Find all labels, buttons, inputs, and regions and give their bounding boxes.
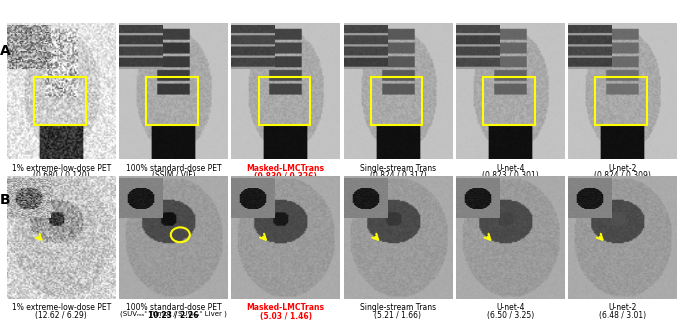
Text: A: A (0, 44, 10, 58)
Bar (595, 77, 647, 125)
Text: 100% standard-dose PET: 100% standard-dose PET (126, 304, 221, 312)
Text: (0.830 / 0.326): (0.830 / 0.326) (254, 172, 317, 181)
Text: 100% standard-dose PET: 100% standard-dose PET (126, 164, 221, 173)
Bar (34, 77, 86, 125)
Text: 1% extreme-low-dose PET: 1% extreme-low-dose PET (12, 164, 111, 173)
Text: (0.824 / 0.309): (0.824 / 0.309) (594, 171, 651, 180)
Text: U-net-4: U-net-4 (496, 164, 524, 173)
Text: Masked-LMCTrans: Masked-LMCTrans (247, 164, 325, 173)
Text: Single-stream Trans: Single-stream Trans (360, 164, 436, 173)
Text: U-net-2: U-net-2 (608, 164, 637, 173)
Text: Single-stream Trans: Single-stream Trans (360, 304, 436, 312)
Bar (483, 77, 534, 125)
Text: U-net-2: U-net-2 (608, 304, 637, 312)
Text: (12.62 / 6.29): (12.62 / 6.29) (36, 311, 87, 319)
Text: 10.23 / 2.26: 10.23 / 2.26 (148, 311, 199, 319)
Text: (6.50 / 3.25): (6.50 / 3.25) (486, 311, 534, 319)
Text: (SSIM / VIF): (SSIM / VIF) (152, 171, 195, 180)
Text: U-net-4: U-net-4 (496, 304, 524, 312)
Text: B: B (0, 192, 10, 207)
Bar (258, 77, 311, 125)
Text: (6.48 / 3.01): (6.48 / 3.01) (599, 311, 646, 319)
Text: (0.823 / 0.301): (0.823 / 0.301) (482, 171, 539, 180)
Text: (5.03 / 1.46): (5.03 / 1.46) (260, 311, 312, 320)
Bar (371, 77, 423, 125)
Text: (0.680 / 0.120): (0.680 / 0.120) (33, 171, 90, 180)
Text: (SUVₘₐˣ Tumor / SUVₘₐˣ Liver ): (SUVₘₐˣ Tumor / SUVₘₐˣ Liver ) (120, 310, 227, 317)
Text: (5.21 / 1.66): (5.21 / 1.66) (374, 311, 421, 319)
Text: (0.824 / 0.317): (0.824 / 0.317) (370, 171, 427, 180)
Text: Masked-LMCTrans: Masked-LMCTrans (247, 304, 325, 312)
Text: 1% extreme-low-dose PET: 1% extreme-low-dose PET (12, 304, 111, 312)
Bar (146, 77, 198, 125)
